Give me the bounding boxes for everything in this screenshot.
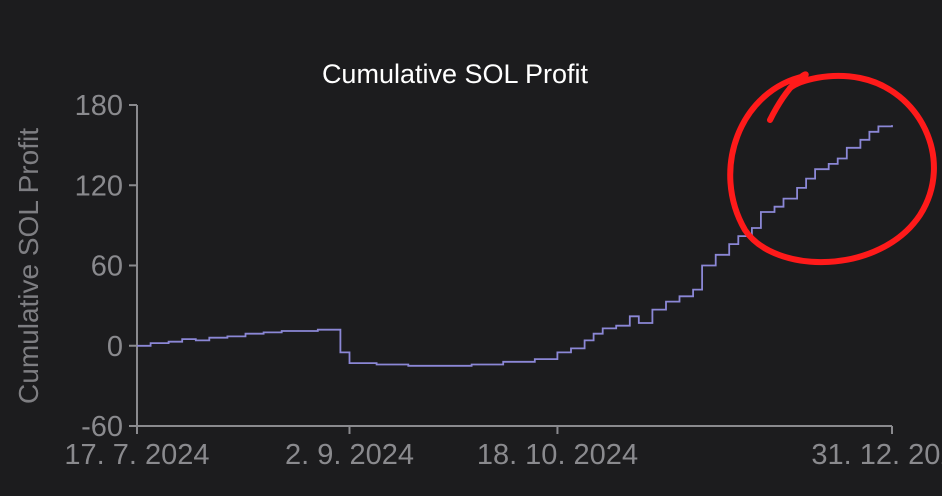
chart-title: Cumulative SOL Profit <box>322 59 589 89</box>
y-tick-label: 120 <box>75 170 123 202</box>
y-tick-label: 180 <box>75 90 123 122</box>
x-axis-ticks: 17. 7. 2024 2. 9. 2024 18. 10. 2024 31. 12.… <box>64 426 942 471</box>
x-tick-label: 2. 9. 2024 <box>285 439 414 471</box>
y-axis-ticks: 180 120 60 0 -60 <box>75 90 137 443</box>
red-highlight-circle <box>727 71 937 265</box>
x-tick-label: 18. 10. 2024 <box>477 439 638 471</box>
y-tick-label: 60 <box>91 251 123 283</box>
y-tick-label: 0 <box>107 331 123 363</box>
y-tick-label: -60 <box>81 411 123 443</box>
series-line-cumulative-profit <box>137 125 893 367</box>
y-axis-label: Cumulative SOL Profit <box>13 128 44 404</box>
x-tick-label: 17. 7. 2024 <box>64 439 209 471</box>
x-tick-label: 31. 12. 2024 <box>811 439 942 471</box>
